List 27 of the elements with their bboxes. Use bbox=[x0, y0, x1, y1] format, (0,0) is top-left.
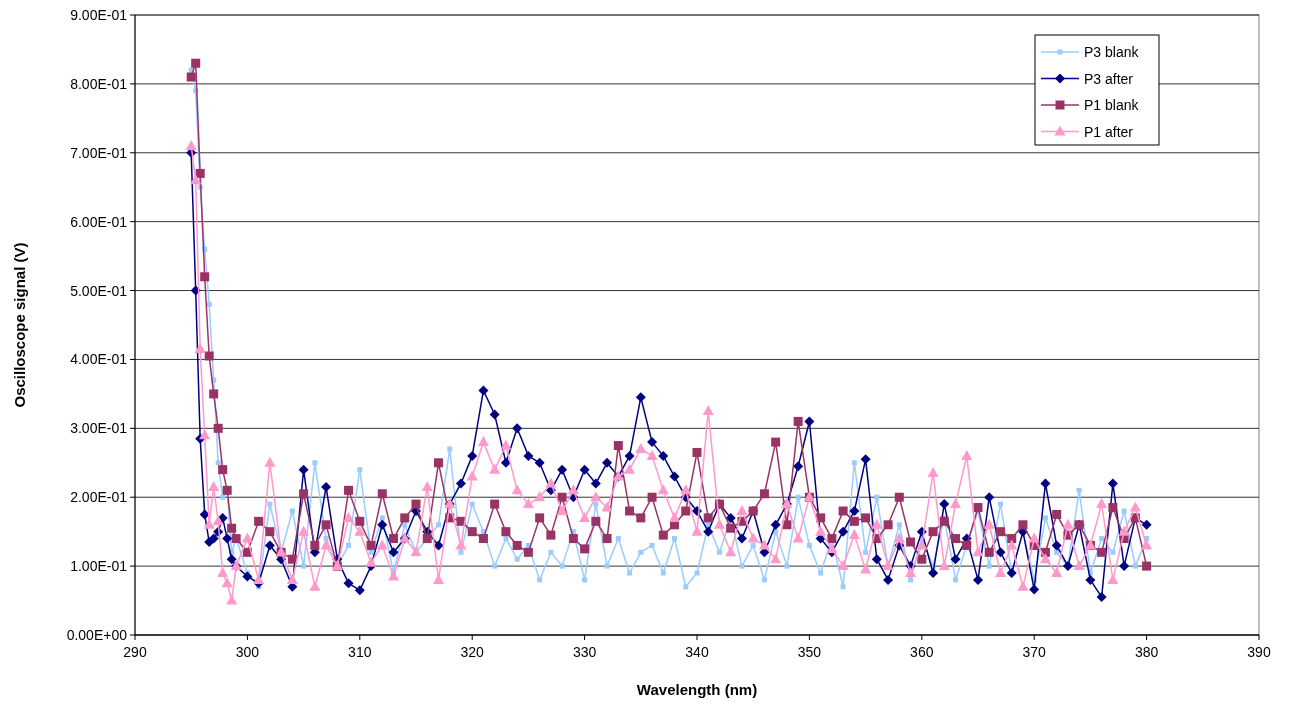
legend-label: P3 after bbox=[1084, 70, 1134, 87]
x-tick-label: 320 bbox=[460, 644, 485, 660]
x-tick-label: 300 bbox=[235, 644, 260, 660]
y-axis-title: Oscilloscope signal (V) bbox=[11, 242, 28, 408]
x-tick-label: 370 bbox=[1022, 644, 1047, 660]
y-tick-label: 9.00E-01 bbox=[70, 7, 128, 23]
x-tick-label: 330 bbox=[572, 644, 597, 660]
legend-label: P3 blank bbox=[1084, 44, 1140, 60]
legend-label: P1 after bbox=[1084, 123, 1134, 140]
x-tick-label: 390 bbox=[1247, 644, 1271, 660]
x-tick-label: 340 bbox=[685, 644, 709, 660]
x-tick-label: 290 bbox=[123, 644, 147, 660]
y-tick-label: 0.00E+00 bbox=[66, 627, 128, 643]
legend-label: P1 blank bbox=[1084, 97, 1140, 113]
y-tick-label: 3.00E-01 bbox=[70, 420, 128, 437]
x-tick-label: 310 bbox=[348, 644, 372, 660]
y-tick-label: 7.00E-01 bbox=[70, 144, 128, 161]
x-axis-title: Wavelength (nm) bbox=[636, 681, 758, 698]
y-tick-label: 4.00E-01 bbox=[70, 351, 128, 368]
y-tick-label: 6.00E-01 bbox=[70, 213, 128, 230]
y-tick-label: 2.00E-01 bbox=[70, 489, 128, 506]
x-tick-label: 350 bbox=[797, 644, 822, 660]
x-tick-label: 380 bbox=[1134, 644, 1159, 660]
y-tick-label: 8.00E-01 bbox=[70, 75, 128, 92]
x-tick-label: 360 bbox=[910, 644, 934, 660]
y-tick-label: 5.00E-01 bbox=[70, 282, 128, 299]
y-tick-label: 1.00E-01 bbox=[70, 558, 128, 575]
